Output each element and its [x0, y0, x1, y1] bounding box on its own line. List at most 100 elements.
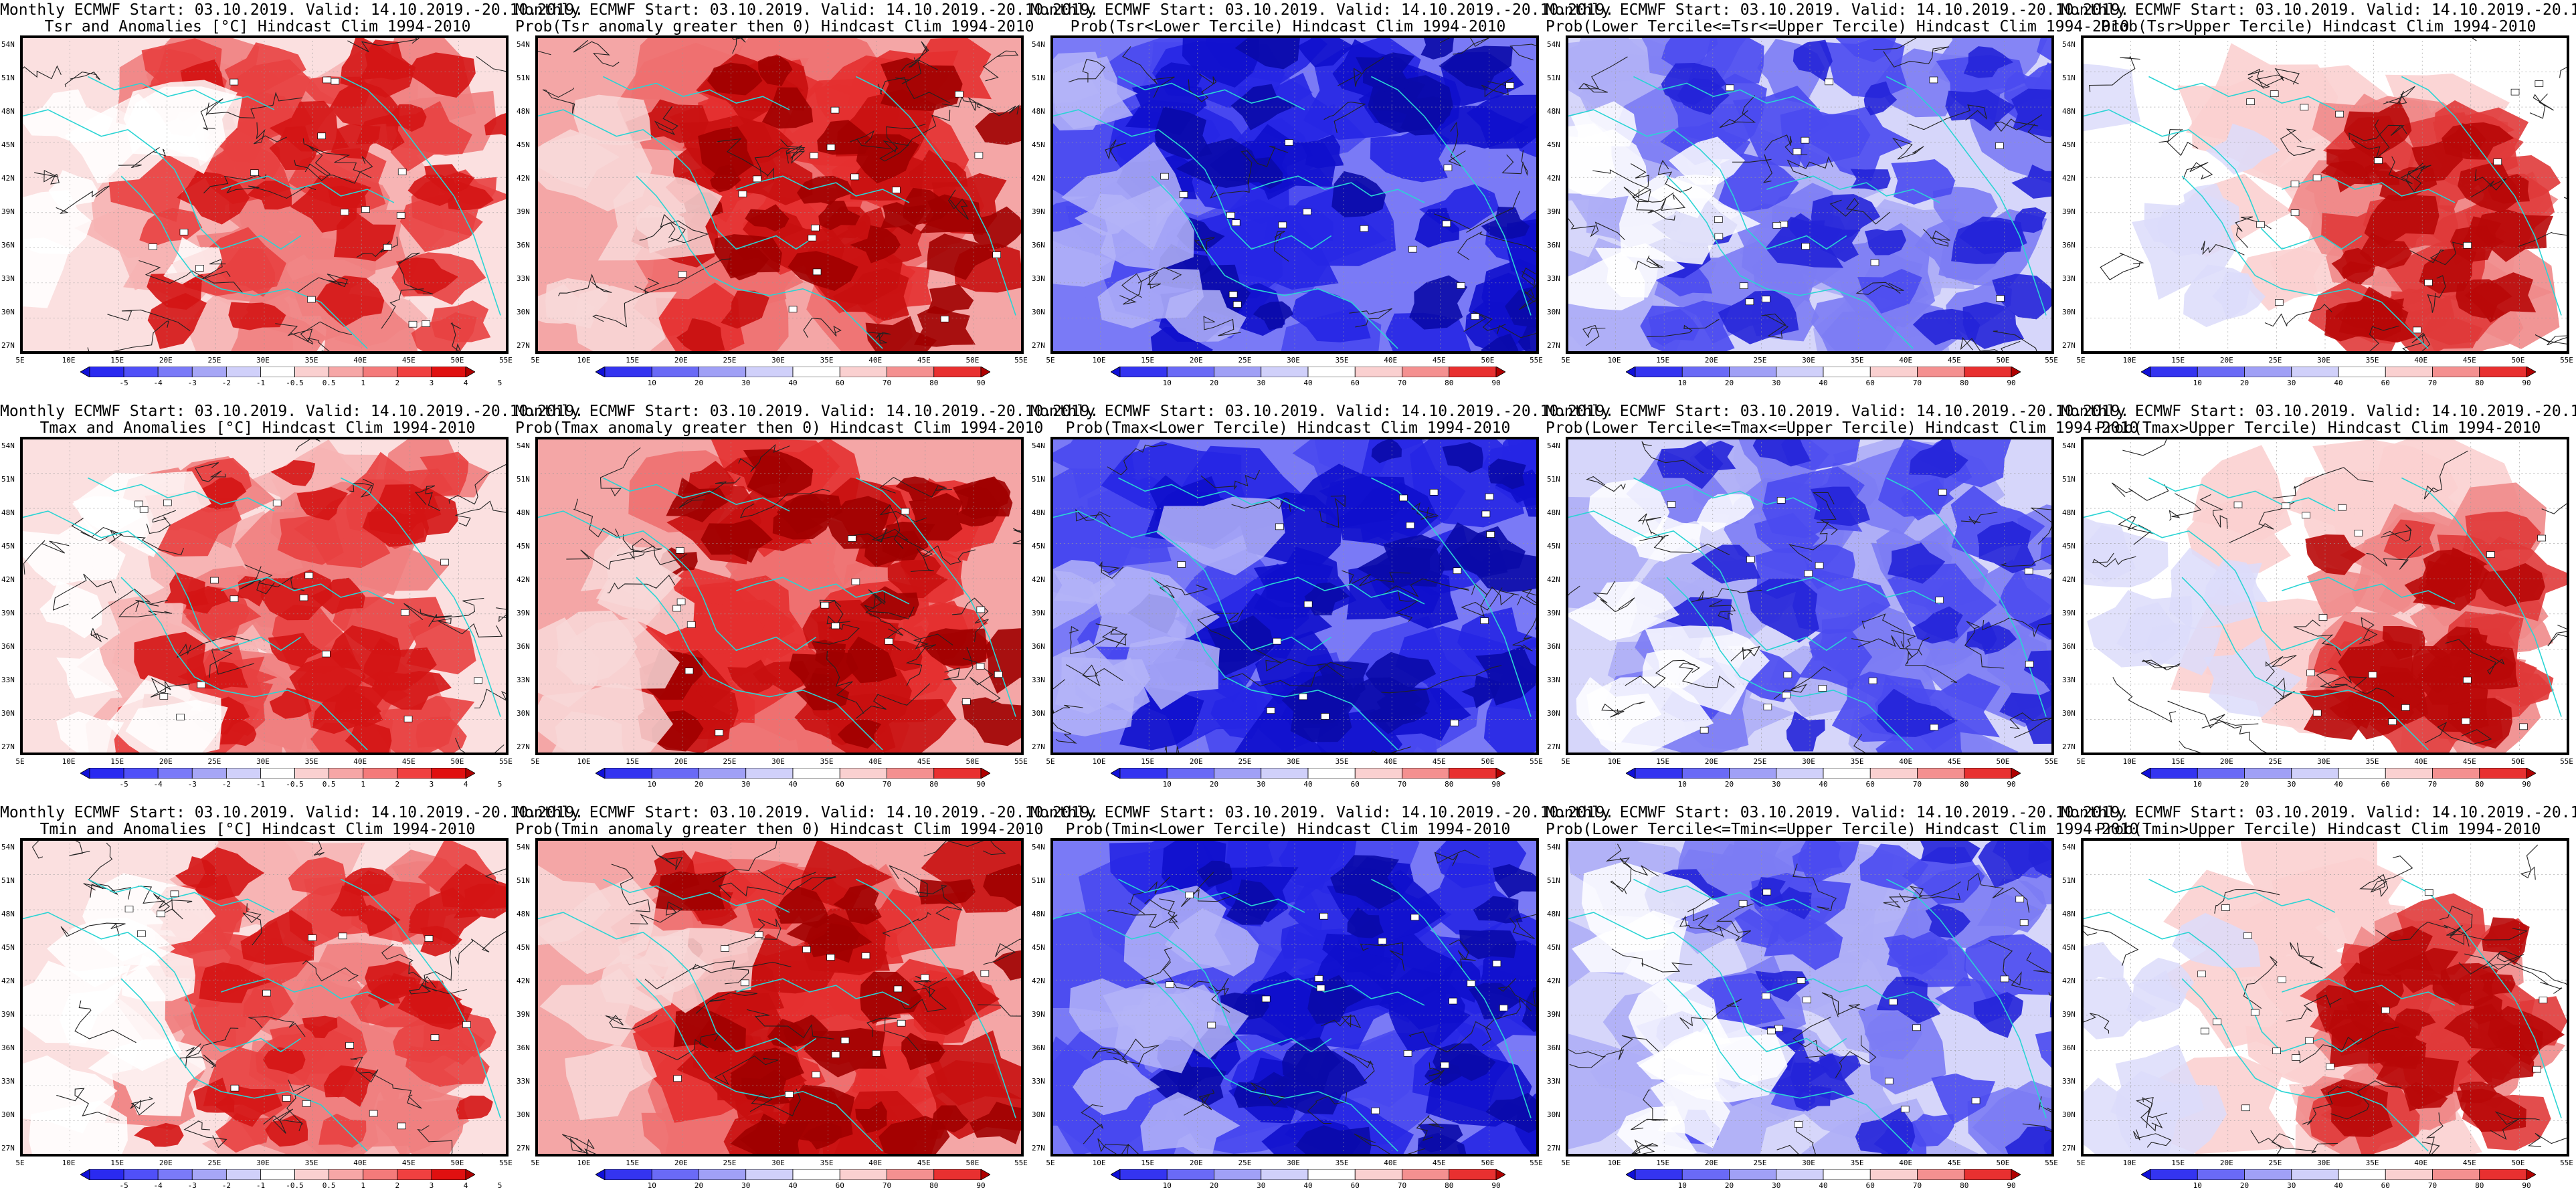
colorbar-svg: [2141, 768, 2536, 779]
longitude-tick-label: 5E: [15, 1159, 25, 1167]
colorbar-tick-label: 10: [647, 379, 656, 387]
longitude-tick-label: 15E: [1656, 1159, 1670, 1167]
latitude-tick-label: 51N: [1032, 74, 1045, 82]
latitude-tick-label: 39N: [517, 1010, 530, 1019]
latitude-tick-label: 36N: [517, 642, 530, 651]
colorbar-tick-label: 90: [976, 1181, 986, 1190]
colorbar-tick-label: 70: [882, 379, 892, 387]
longitude-tick-label: 10E: [1092, 757, 1106, 766]
longitude-tick-label: 55E: [499, 356, 513, 365]
forecast-map: [535, 35, 1024, 354]
latitude-tick-label: 42N: [1032, 174, 1045, 183]
colorbar-tick-label: 80: [2475, 780, 2484, 789]
panel-title-line2: Prob(Tmax anomaly greater then 0) Hindca…: [515, 419, 1044, 437]
latitude-tick-label: 27N: [517, 742, 530, 751]
panel-title-line2: Tmax and Anomalies [°C] Hindcast Clim 19…: [39, 419, 476, 437]
map-panel: Monthly ECMWF Start: 03.10.2019. Valid: …: [1546, 401, 2138, 803]
latitude-tick-label: 30N: [2062, 1110, 2076, 1119]
latitude-tick-label: 30N: [1547, 308, 1560, 316]
longitude-tick-label: 35E: [2365, 1159, 2379, 1167]
longitude-tick-label: 25E: [1753, 356, 1767, 365]
longitude-tick-label: 20E: [674, 757, 688, 766]
colorbar-tick-label: 60: [1350, 1181, 1360, 1190]
colorbar-tick-label: -0.5: [286, 780, 304, 789]
panel-title-line2: Prob(Tsr anomaly greater then 0) Hindcas…: [515, 18, 1034, 35]
colorbar-tick-label: 60: [1865, 1181, 1875, 1190]
latitude-tick-label: 36N: [1, 241, 15, 249]
latitude-tick-label: 54N: [517, 843, 530, 851]
map-panel: Monthly ECMWF Start: 03.10.2019. Valid: …: [1030, 401, 1614, 803]
latitude-tick-label: 39N: [1032, 207, 1045, 216]
panel-title-line2: Prob(Tsr>Upper Tercile) Hindcast Clim 19…: [2100, 18, 2537, 35]
panel-title-line1: Monthly ECMWF Start: 03.10.2019. Valid: …: [0, 804, 584, 821]
forecast-map: [1050, 838, 1539, 1157]
longitude-tick-label: 50E: [1481, 356, 1495, 365]
latitude-tick-label: 48N: [1032, 910, 1045, 918]
latitude-tick-label: 27N: [517, 341, 530, 350]
colorbar-tick-label: 40: [1819, 780, 1828, 789]
longitude-tick-label: 10E: [577, 356, 591, 365]
latitude-tick-label: 33N: [517, 274, 530, 283]
latitude-tick-label: 27N: [2062, 341, 2076, 350]
latitude-tick-label: 30N: [517, 1110, 530, 1119]
colorbar-svg: [1626, 367, 2021, 377]
longitude-tick-label: 30E: [771, 757, 785, 766]
latitude-tick-label: 42N: [2062, 977, 2076, 985]
colorbar-tick-label: 30: [2287, 1181, 2296, 1190]
latitude-tick-label: 42N: [1547, 174, 1560, 183]
longitude-tick-label: 45E: [917, 757, 931, 766]
colorbar-tick-label: 70: [1397, 780, 1407, 789]
longitude-tick-label: 50E: [965, 1159, 980, 1167]
longitude-tick-label: 50E: [450, 757, 464, 766]
longitude-tick-label: 20E: [1189, 757, 1203, 766]
latitude-tick-label: 51N: [1547, 74, 1560, 82]
longitude-tick-label: 20E: [1189, 1159, 1203, 1167]
longitude-tick-label: 15E: [1141, 757, 1155, 766]
latitude-tick-label: 33N: [2062, 676, 2076, 684]
panel-title-line2: Prob(Tsr<Lower Tercile) Hindcast Clim 19…: [1070, 18, 1506, 35]
longitude-tick-label: 15E: [110, 1159, 124, 1167]
longitude-tick-label: 40E: [868, 1159, 883, 1167]
map-field-svg: [1052, 839, 1538, 1155]
longitude-tick-label: 15E: [1656, 356, 1670, 365]
colorbar-tick-label: 10: [1677, 1181, 1687, 1190]
colorbar-svg: [1111, 768, 1505, 779]
latitude-tick-label: 27N: [1032, 742, 1045, 751]
longitude-tick-label: 40E: [353, 757, 367, 766]
latitude-tick-label: 33N: [1, 1077, 15, 1086]
map-field-svg: [2082, 839, 2568, 1155]
latitude-tick-label: 42N: [1547, 977, 1560, 985]
panel-title-line2: Prob(Lower Tercile<=Tsr<=Upper Tercile) …: [1546, 18, 2130, 35]
latitude-tick-label: 54N: [1, 441, 15, 450]
latitude-tick-label: 51N: [2062, 74, 2076, 82]
latitude-tick-label: 33N: [1, 274, 15, 283]
latitude-tick-label: 27N: [2062, 1144, 2076, 1152]
colorbar-tick-label: -4: [153, 780, 163, 789]
longitude-tick-label: 55E: [2045, 1159, 2058, 1167]
colorbar-labels: 10 20 30 40 60 70 80 90: [595, 780, 990, 791]
panel-title-line2: Prob(Tmax>Upper Tercile) Hindcast Clim 1…: [2096, 419, 2541, 437]
colorbar-tick-label: 20: [1209, 379, 1219, 387]
panel-title-line1: Monthly ECMWF Start: 03.10.2019. Valid: …: [2061, 403, 2576, 420]
map-panel: Monthly ECMWF Start: 03.10.2019. Valid: …: [0, 401, 583, 803]
colorbar-tick-label: 80: [929, 780, 939, 789]
longitude-tick-label: 15E: [2171, 1159, 2185, 1167]
colorbar-tick-label: 20: [1724, 780, 1734, 789]
map-panel: Monthly ECMWF Start: 03.10.2019. Valid: …: [0, 0, 583, 401]
colorbar-tick-label: 90: [1491, 780, 1501, 789]
colorbar-tick-label: -4: [153, 379, 163, 387]
latitude-tick-label: 30N: [1, 308, 15, 316]
colorbar-tick-label: 90: [2522, 780, 2531, 789]
longitude-tick-label: 35E: [820, 1159, 834, 1167]
colorbar-tick-label: 60: [1865, 379, 1875, 387]
forecast-map: [20, 437, 509, 755]
panel-title-line1: Monthly ECMWF Start: 03.10.2019. Valid: …: [2061, 804, 2576, 821]
longitude-tick-label: 35E: [2365, 757, 2379, 766]
map-panel: Monthly ECMWF Start: 03.10.2019. Valid: …: [515, 803, 1099, 1204]
longitude-tick-label: 20E: [1704, 757, 1718, 766]
longitude-tick-label: 55E: [499, 1159, 513, 1167]
colorbar-tick-label: 70: [1912, 780, 1922, 789]
longitude-tick-label: 40E: [868, 757, 883, 766]
longitude-tick-label: 55E: [1530, 757, 1543, 766]
longitude-tick-label: 55E: [2560, 1159, 2573, 1167]
